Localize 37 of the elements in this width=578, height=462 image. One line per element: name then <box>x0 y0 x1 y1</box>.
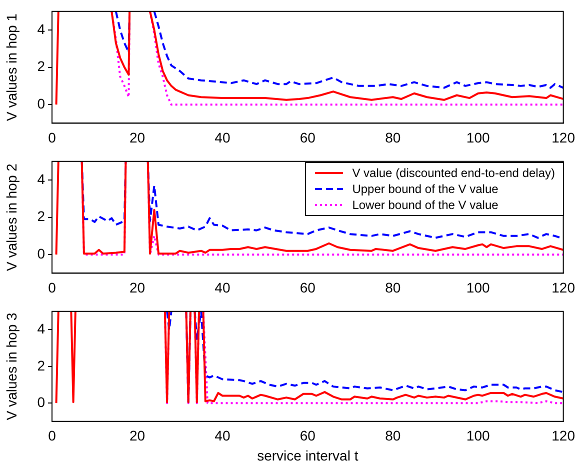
y-tick-label: 0 <box>37 245 46 262</box>
x-tick-label: 80 <box>385 279 401 296</box>
x-tick-label: 40 <box>214 428 230 444</box>
y-tick-label: 2 <box>37 357 46 374</box>
y-axis-title: V values in hop 3 <box>3 312 20 420</box>
legend-label: Upper bound of the V value <box>352 182 498 196</box>
x-tick-label: 0 <box>48 428 56 444</box>
x-tick-label: 20 <box>129 129 146 146</box>
x-tick-label: 60 <box>300 279 316 296</box>
x-axis-title: service interval t <box>257 447 358 462</box>
x-tick-label: 20 <box>129 428 146 444</box>
x-tick-label: 80 <box>385 428 401 444</box>
y-tick-label: 4 <box>37 170 46 187</box>
legend-label: V value (discounted end-to-end delay) <box>352 166 555 180</box>
x-tick-label: 100 <box>466 279 490 296</box>
x-tick-label: 0 <box>48 279 56 296</box>
x-tick-label: 120 <box>552 129 576 146</box>
x-tick-label: 60 <box>300 129 316 146</box>
x-tick-label: 100 <box>466 129 490 146</box>
x-tick-label: 120 <box>552 279 576 296</box>
x-tick-label: 60 <box>300 428 316 444</box>
x-tick-label: 80 <box>385 129 401 146</box>
x-tick-label: 40 <box>214 279 230 296</box>
y-tick-label: 0 <box>37 95 46 112</box>
y-tick-label: 2 <box>37 208 46 224</box>
x-tick-label: 0 <box>48 129 56 146</box>
y-tick-label: 4 <box>37 320 46 337</box>
x-tick-label: 20 <box>129 279 146 296</box>
x-tick-label: 100 <box>466 428 490 444</box>
x-tick-label: 40 <box>214 129 230 146</box>
y-axis-title: V values in hop 2 <box>3 163 20 272</box>
y-axis-title: V values in hop 1 <box>3 13 20 122</box>
y-tick-label: 0 <box>37 394 46 410</box>
y-tick-label: 2 <box>37 58 46 74</box>
y-tick-label: 4 <box>37 20 46 37</box>
x-tick-label: 120 <box>552 428 576 444</box>
legend-label: Lower bound of the V value <box>352 198 498 212</box>
